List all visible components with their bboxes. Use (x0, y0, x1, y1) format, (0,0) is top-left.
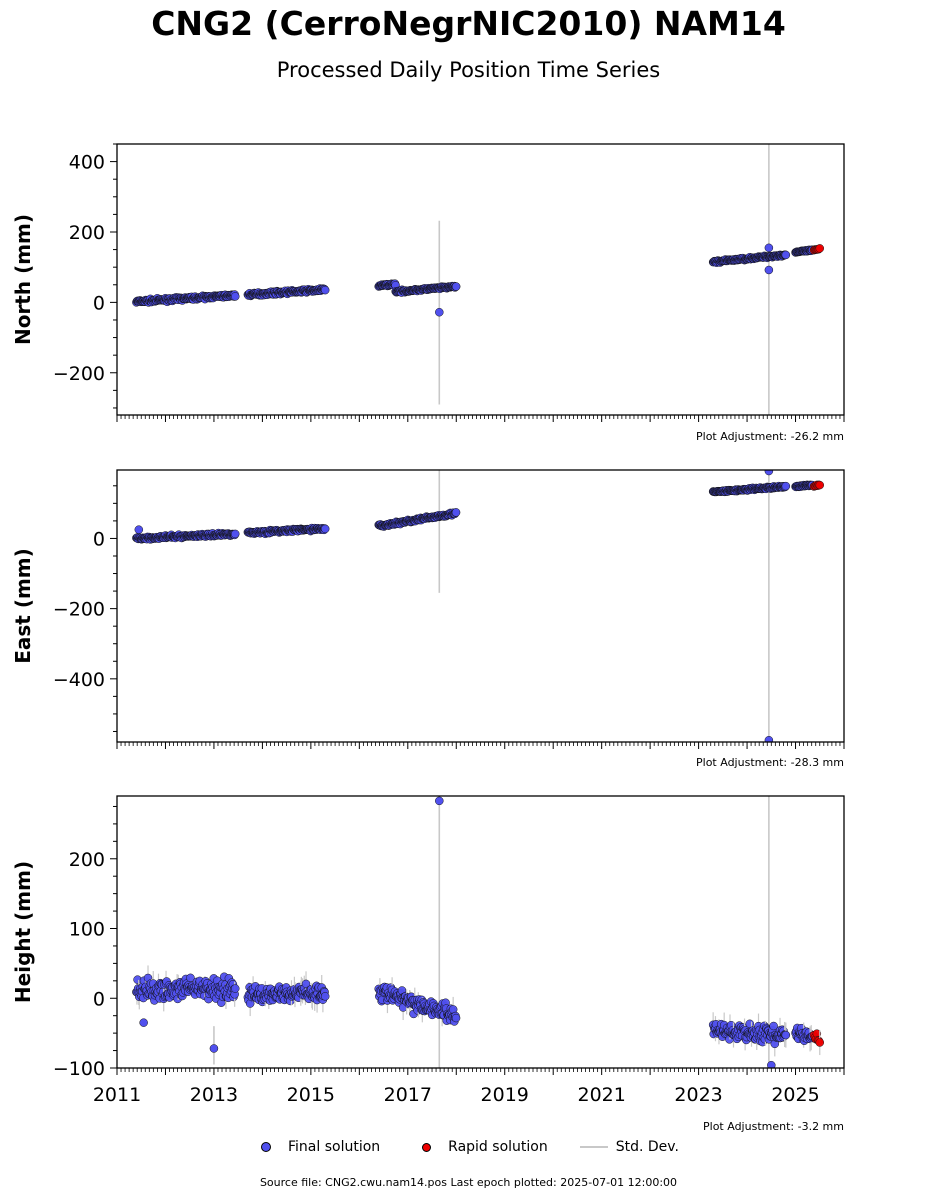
panel-north: −200 0 200 400 North (mm) Plot Adjustment: -2… (11, 143, 845, 443)
chart-title: CNG2 (CerroNegrNIC2010) NAM14 (151, 4, 786, 43)
outlier-point (139, 1018, 148, 1027)
final-point (320, 285, 330, 295)
final-point (781, 1030, 791, 1040)
final-point (451, 282, 461, 291)
source-note: Source file: CNG2.cwu.nam14.pos Last epo… (259, 1176, 678, 1189)
x-tick-label: 2017 (384, 1084, 432, 1106)
rapid-point (815, 480, 825, 490)
y-tick-label: 200 (69, 222, 105, 244)
legend-item-final: Final solution (250, 1137, 380, 1157)
outlier-point (764, 243, 774, 253)
final-point (186, 973, 195, 983)
x-tick-label: 2019 (481, 1084, 529, 1106)
y-tick-label: 0 (93, 528, 105, 550)
panel-height: −100 0 100 200 2011 2013 2015 2017 2019 2021 2023 2… (11, 795, 845, 1133)
y-axis-label: North (mm) (11, 214, 35, 345)
y-tick-label: 0 (93, 988, 105, 1010)
final-point (231, 984, 240, 993)
outlier-point (209, 1044, 219, 1053)
final-point (781, 250, 791, 260)
y-tick-label: 0 (93, 292, 105, 314)
outlier-point (764, 735, 774, 742)
outlier-point (435, 307, 444, 317)
final-point (320, 524, 330, 534)
plot-area-height (132, 796, 825, 1068)
y-tick-label: 400 (69, 152, 105, 174)
outlier-point (764, 265, 774, 275)
panel-east: −400 −200 0 East (mm) Plot Adjustment: -28.3… (11, 469, 845, 769)
y-tick-label: −400 (53, 669, 105, 691)
final-marker-icon (261, 1142, 271, 1152)
final-point (320, 992, 330, 1001)
final-point (451, 1013, 461, 1023)
legend-label-std: Std. Dev. (615, 1139, 679, 1155)
final-point (301, 979, 311, 989)
axes-frame-north (116, 143, 845, 416)
rapid-point (815, 244, 825, 253)
y-axis-label: East (mm) (11, 548, 35, 664)
std-line-icon (579, 1146, 608, 1148)
legend-label-rapid: Rapid solution (448, 1139, 548, 1155)
outlier-point (764, 470, 774, 476)
x-tick-label: 2013 (190, 1084, 238, 1106)
plot-adjustment-label: Plot Adjustment: -28.3 mm (696, 756, 844, 769)
y-axis-label: Height (mm) (11, 861, 35, 1003)
plot-adjustment-label: Plot Adjustment: -3.2 mm (703, 1120, 844, 1133)
final-point (781, 481, 791, 491)
y-tick-label: −200 (53, 599, 105, 621)
chart-subtitle: Processed Daily Position Time Series (276, 58, 661, 82)
final-point (231, 292, 240, 301)
outlier-point (767, 1060, 776, 1068)
plot-area-east (132, 470, 825, 742)
y-tick-label: 200 (69, 849, 105, 871)
y-tick-label: −100 (53, 1058, 105, 1080)
legend-label-final: Final solution (288, 1139, 381, 1155)
outlier-point (134, 525, 144, 534)
x-tick-label: 2011 (93, 1084, 141, 1106)
x-tick-label: 2023 (674, 1084, 722, 1106)
final-point (231, 529, 240, 539)
plot-adjustment-label: Plot Adjustment: -26.2 mm (696, 430, 844, 443)
rapid-marker-icon (421, 1142, 431, 1152)
plot-area-north (132, 144, 825, 415)
y-tick-label: −200 (53, 363, 105, 385)
legend-item-rapid: Rapid solution (410, 1137, 548, 1157)
legend: Final solution Rapid solution Std. Dev. (250, 1137, 709, 1157)
outlier-point (435, 796, 444, 806)
final-point (769, 1021, 778, 1031)
y-tick-label: 100 (69, 919, 105, 941)
axes-frame-east (116, 469, 845, 743)
x-tick-label: 2015 (287, 1084, 335, 1106)
x-tick-label: 2025 (771, 1084, 819, 1106)
rapid-point (815, 1038, 825, 1047)
x-tick-label: 2021 (577, 1084, 625, 1106)
final-point (451, 508, 461, 517)
legend-item-std: Std. Dev. (578, 1137, 679, 1157)
